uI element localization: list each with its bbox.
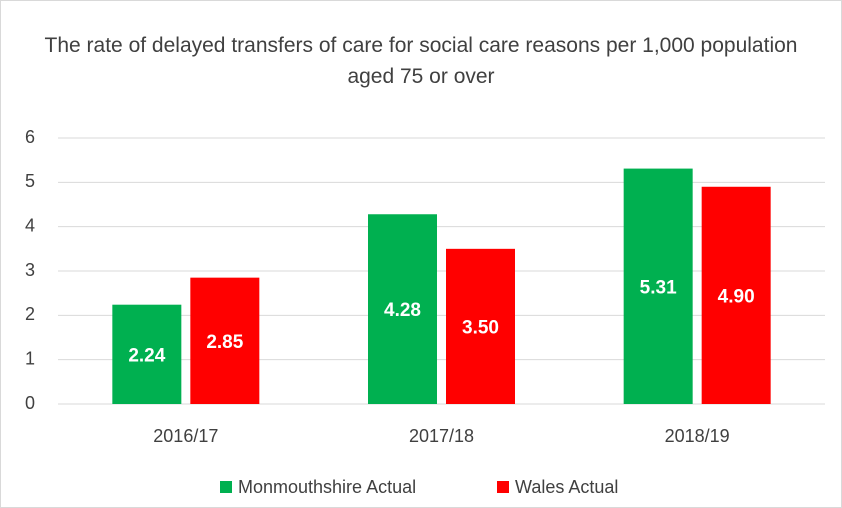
x-tick-label: 2018/19 xyxy=(665,426,730,446)
y-tick-label: 6 xyxy=(25,127,35,147)
x-tick-label: 2017/18 xyxy=(409,426,474,446)
data-label: 4.90 xyxy=(718,286,755,307)
bar xyxy=(112,304,182,404)
bar xyxy=(446,248,515,404)
legend-label: Wales Actual xyxy=(515,477,618,497)
bar xyxy=(190,277,260,404)
chart-title: The rate of delayed transfers of care fo… xyxy=(44,34,798,88)
legend-swatch xyxy=(497,481,509,493)
y-tick-label: 1 xyxy=(25,348,35,368)
data-label: 5.31 xyxy=(640,277,677,298)
data-label: 2.24 xyxy=(128,345,165,366)
y-tick-label: 2 xyxy=(25,304,35,324)
y-tick-label: 5 xyxy=(25,171,35,191)
y-tick-label: 4 xyxy=(25,215,35,235)
legend-swatch xyxy=(220,481,232,493)
data-label: 3.50 xyxy=(462,317,499,338)
x-tick-label: 2016/17 xyxy=(153,426,218,446)
bar xyxy=(701,186,771,404)
data-label: 4.28 xyxy=(384,300,421,321)
legend-label: Monmouthshire Actual xyxy=(238,477,416,497)
y-tick-label: 0 xyxy=(25,393,35,413)
data-label: 2.85 xyxy=(206,332,243,353)
bar xyxy=(623,168,693,404)
bar xyxy=(368,214,437,404)
y-tick-label: 3 xyxy=(25,260,35,280)
